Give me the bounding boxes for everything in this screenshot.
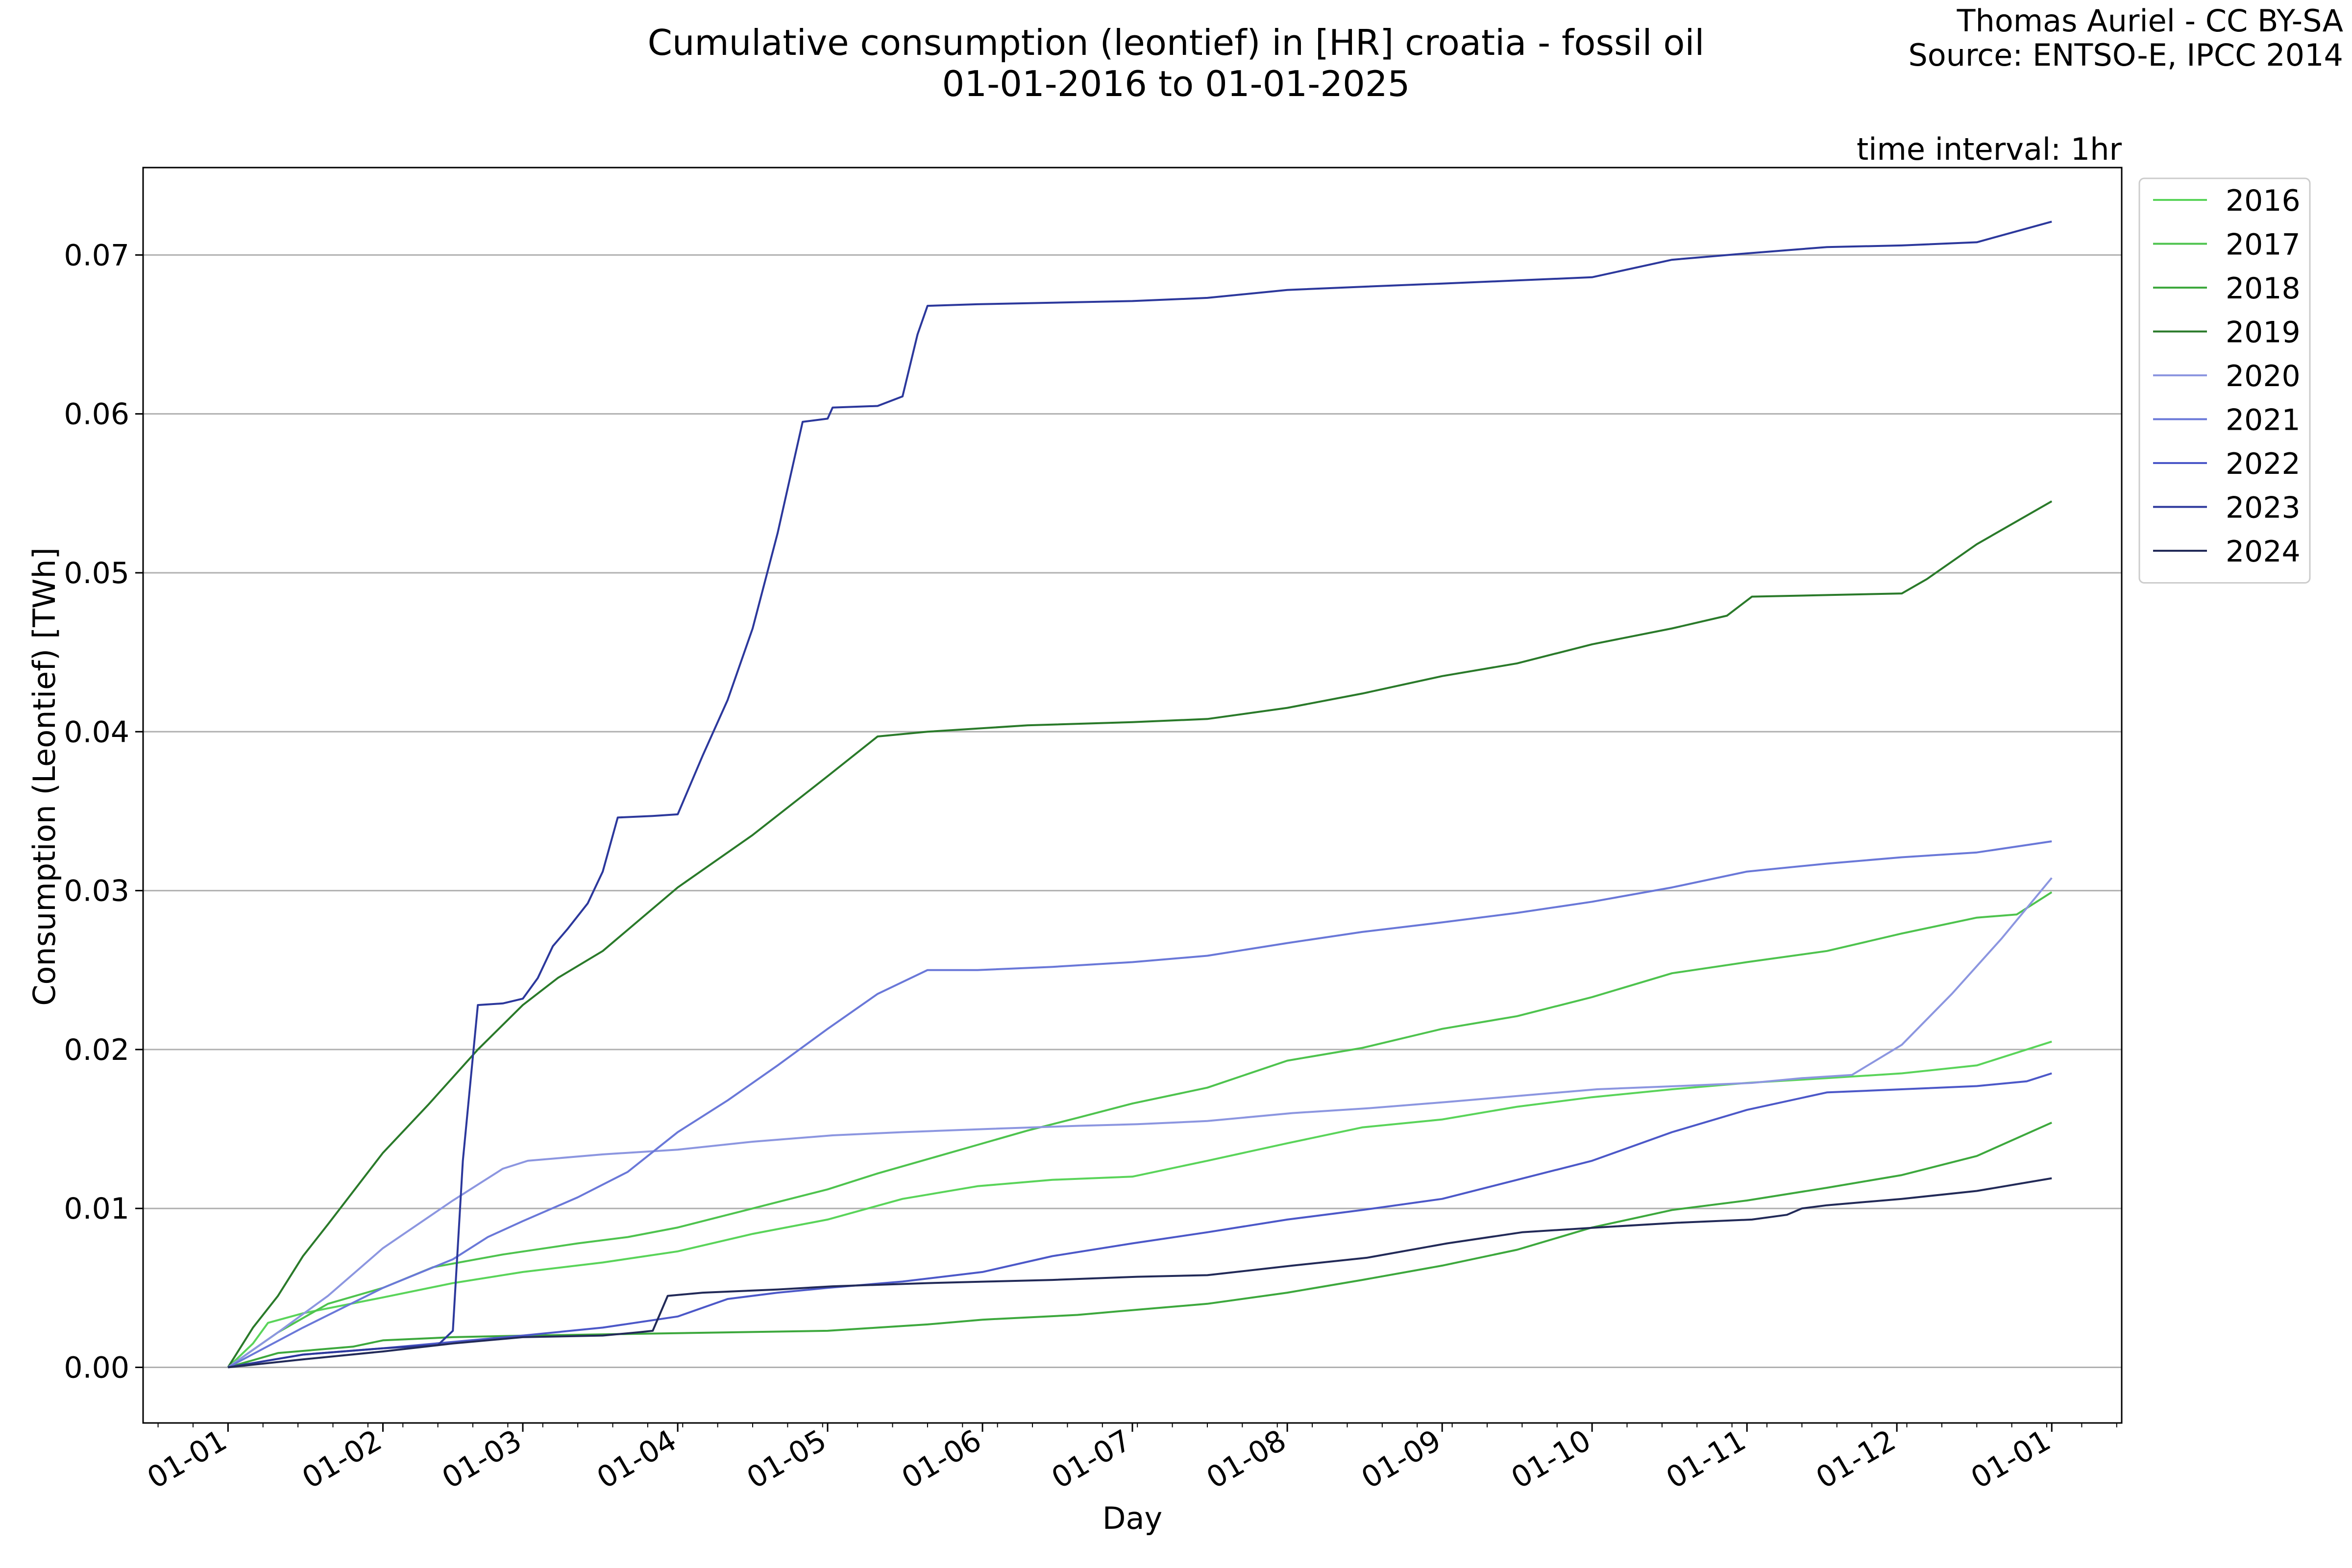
legend: 2016 2017 2018 2019 2020 2021 2022 2023 2024 [2138, 177, 2311, 584]
x-axis-label: Day [1102, 1500, 1162, 1536]
series-line-2021 [227, 840, 2052, 1369]
time-interval-label: time interval: 1hr [1857, 131, 2122, 167]
legend-label: 2020 [2226, 359, 2301, 393]
legend-label: 2018 [2226, 271, 2301, 306]
series-line-2020 [227, 877, 2053, 1369]
y-axis: 0.00 0.01 0.02 0.03 0.04 0.05 0.06 0.07 [64, 238, 143, 1385]
legend-label: 2019 [2226, 316, 2301, 350]
y-tick-label: 0.01 [64, 1192, 129, 1226]
legend-label: 2024 [2226, 535, 2301, 569]
series-line-2024 [228, 1177, 2052, 1369]
series-line-2019 [227, 500, 2053, 1368]
legend-label: 2023 [2226, 491, 2301, 525]
series-lines [227, 220, 2053, 1369]
series-line-2018 [227, 1122, 2053, 1369]
y-tick-label: 0.02 [64, 1033, 129, 1067]
y-tick-label: 0.04 [64, 715, 129, 749]
legend-box [2138, 177, 2311, 584]
series-line-2017 [227, 891, 2053, 1369]
y-tick-label: 0.06 [64, 397, 129, 432]
y-tick-label: 0.07 [64, 238, 129, 272]
credit-author: Thomas Auriel - CC BY-SA [1957, 3, 2343, 39]
y-tick-label: 0.03 [64, 874, 129, 908]
legend-label: 2022 [2226, 447, 2301, 481]
legend-label: 2021 [2226, 403, 2301, 438]
legend-label: 2017 [2226, 228, 2301, 262]
series-line-2023 [227, 220, 2052, 1369]
chart-title-line1: Cumulative consumption (leontief) in [HR… [648, 22, 1705, 63]
chart-title-line2: 01-01-2016 to 01-01-2025 [942, 63, 1410, 104]
y-tick-label: 0.05 [64, 556, 129, 590]
legend-label: 2016 [2226, 184, 2301, 218]
y-axis-label: Consumption (Leontief) [TWh] [26, 547, 62, 1006]
y-tick-label: 0.00 [64, 1350, 129, 1385]
credit-source: Source: ENTSO-E, IPCC 2014 [1908, 37, 2343, 73]
series-line-2022 [227, 1072, 2052, 1369]
